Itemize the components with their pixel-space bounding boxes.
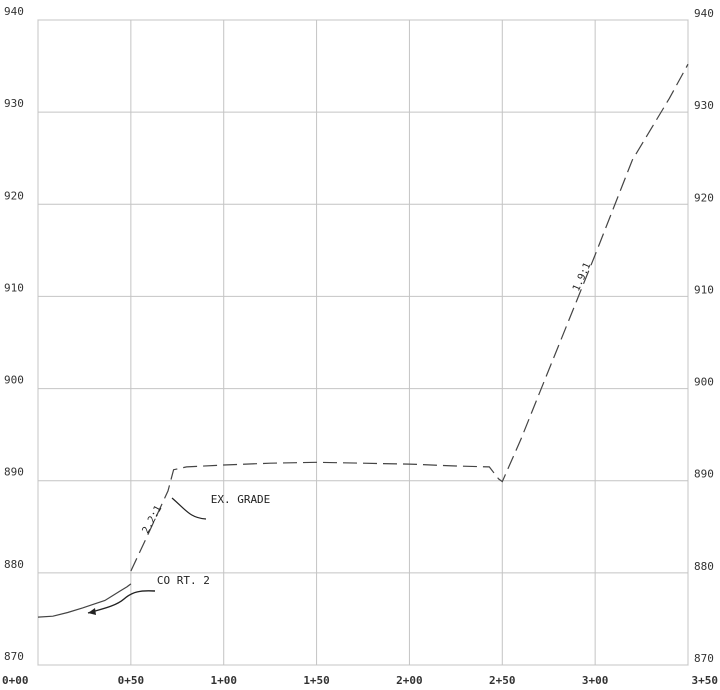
y-tick-label-left: 900 [4, 374, 24, 387]
x-axis: 0+00 0+50 1+00 1+50 2+00 2+50 3+00 3+50 [2, 674, 718, 687]
x-tick-label: 3+00 [582, 674, 609, 687]
y-tick-label-left: 890 [4, 466, 24, 479]
x-tick-label: 0+50 [118, 674, 145, 687]
x-tick-label: 3+50 [692, 674, 719, 687]
y-tick-label-left: 930 [4, 97, 24, 110]
annotation-layer: EX. GRADE CO RT. 2 2.2:1 1.9:1 [87, 261, 593, 615]
x-tick-label: 1+00 [210, 674, 237, 687]
y-tick-label-right: 900 [694, 376, 714, 389]
y-tick-label-left: 910 [4, 281, 24, 294]
y-axis-left: 870 880 890 900 910 920 930 940 [4, 5, 24, 663]
y-tick-label-right: 880 [694, 560, 714, 573]
x-tick-label: 0+00 [2, 674, 29, 687]
annotation-label: 1.9:1 [571, 261, 593, 293]
plot-frame [37, 19, 689, 666]
leader-arrow-co-rt [88, 608, 96, 615]
y-tick-label-right: 940 [694, 7, 714, 20]
series-layer [37, 63, 689, 618]
y-tick-label-left: 940 [4, 5, 24, 18]
leader-line-ex-grade [171, 497, 207, 520]
annotation-label: EX. GRADE [211, 493, 271, 506]
y-tick-label-right: 930 [694, 99, 714, 112]
y-tick-label-right: 910 [694, 283, 714, 296]
x-tick-label: 2+50 [489, 674, 516, 687]
grid [37, 19, 689, 666]
y-tick-label-right: 920 [694, 191, 714, 204]
series-line-1 [130, 63, 689, 572]
y-tick-label-right: 890 [694, 468, 714, 481]
x-tick-label: 1+50 [303, 674, 330, 687]
y-tick-label-left: 920 [4, 189, 24, 202]
y-tick-label-left: 880 [4, 558, 24, 571]
annotation-label: CO RT. 2 [157, 574, 210, 587]
annotation-label: 2.2:1 [141, 504, 165, 536]
x-tick-label: 2+00 [396, 674, 423, 687]
y-tick-label-left: 870 [4, 650, 24, 663]
series-line-0 [37, 583, 132, 618]
y-tick-label-right: 870 [694, 652, 714, 665]
leader-line-co-rt [87, 590, 156, 614]
y-axis-right: 870 880 890 900 910 920 930 940 [694, 7, 714, 665]
